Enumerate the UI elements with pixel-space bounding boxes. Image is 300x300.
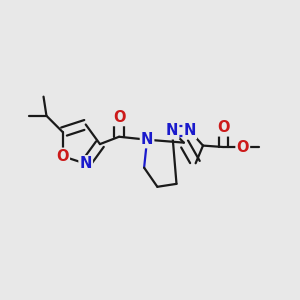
- Text: N: N: [141, 132, 153, 147]
- Text: O: O: [218, 120, 230, 135]
- Text: N: N: [166, 123, 178, 138]
- Text: N: N: [184, 123, 196, 138]
- Text: O: O: [56, 149, 69, 164]
- Text: O: O: [236, 140, 249, 154]
- Text: O: O: [113, 110, 125, 125]
- Text: N: N: [80, 156, 92, 171]
